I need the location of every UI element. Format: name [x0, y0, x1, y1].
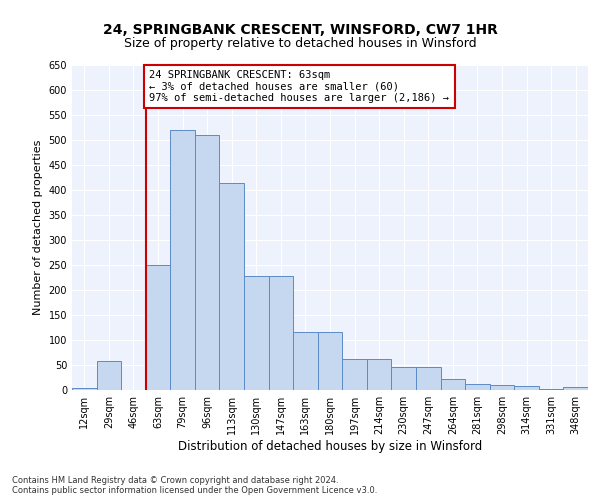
Bar [367, 359, 391, 390]
Text: 24 SPRINGBANK CRESCENT: 63sqm
← 3% of detached houses are smaller (60)
97% of se: 24 SPRINGBANK CRESCENT: 63sqm ← 3% of de… [149, 70, 449, 103]
Y-axis label: Number of detached properties: Number of detached properties [33, 140, 43, 315]
Bar [269, 276, 293, 390]
Bar [440, 379, 465, 390]
Bar [72, 388, 97, 390]
Text: Size of property relative to detached houses in Winsford: Size of property relative to detached ho… [124, 38, 476, 51]
Bar [170, 130, 195, 390]
Bar [391, 367, 416, 390]
Bar [318, 332, 342, 390]
Bar [539, 389, 563, 390]
Bar [416, 367, 440, 390]
Bar [514, 386, 539, 390]
Bar [244, 276, 269, 390]
Text: 24, SPRINGBANK CRESCENT, WINSFORD, CW7 1HR: 24, SPRINGBANK CRESCENT, WINSFORD, CW7 1… [103, 22, 497, 36]
Bar [220, 182, 244, 390]
X-axis label: Distribution of detached houses by size in Winsford: Distribution of detached houses by size … [178, 440, 482, 453]
Text: Contains HM Land Registry data © Crown copyright and database right 2024.
Contai: Contains HM Land Registry data © Crown c… [12, 476, 377, 495]
Bar [97, 361, 121, 390]
Bar [293, 332, 318, 390]
Bar [490, 385, 514, 390]
Bar [195, 135, 220, 390]
Bar [146, 265, 170, 390]
Bar [465, 384, 490, 390]
Bar [563, 386, 588, 390]
Bar [342, 359, 367, 390]
